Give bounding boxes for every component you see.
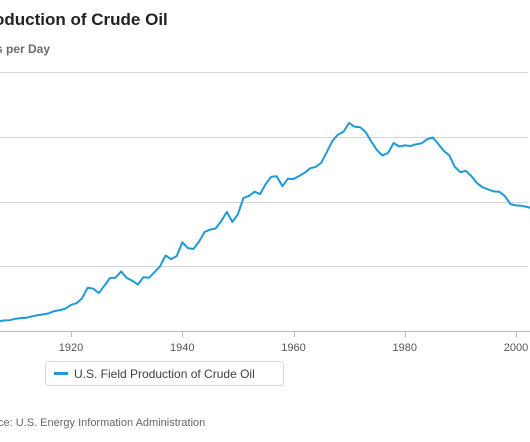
x-tick-label-1960: 1960	[281, 342, 305, 354]
x-tick-label-1940: 1940	[170, 342, 194, 354]
x-tick-label-1980: 1980	[393, 342, 417, 354]
chart-title: oduction of Crude Oil	[0, 10, 168, 29]
x-tick-label-1920: 1920	[59, 342, 83, 354]
legend-item-us-field-production[interactable]: U.S. Field Production of Crude Oil	[45, 361, 284, 386]
source-note: ce: U.S. Energy Information Administrati…	[0, 417, 206, 429]
legend-swatch	[54, 372, 68, 375]
legend-label: U.S. Field Production of Crude Oil	[74, 366, 255, 381]
x-tick-label-2000: 2000	[504, 342, 528, 354]
chart-subtitle: s per Day	[0, 42, 51, 56]
series-line-0	[0, 121, 530, 323]
